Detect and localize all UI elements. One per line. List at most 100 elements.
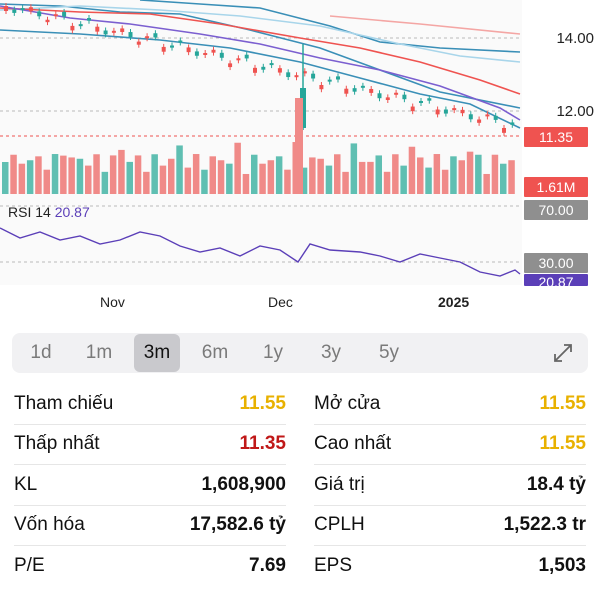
candlestick xyxy=(452,108,457,111)
volume-bar xyxy=(26,160,34,194)
candlestick xyxy=(510,122,515,125)
volume-bar xyxy=(217,160,225,194)
candlestick xyxy=(236,58,241,61)
candlestick xyxy=(410,106,415,112)
candlestick xyxy=(244,54,249,59)
candlestick xyxy=(161,46,166,52)
x-label-nov: Nov xyxy=(100,294,125,310)
candlestick xyxy=(111,30,116,33)
stat-shares-outstanding: CPLH 1,522.3 tr xyxy=(314,506,586,546)
volume-bar xyxy=(126,161,133,194)
stats-row: Thấp nhất 11.35 Cao nhất 11.55 xyxy=(14,425,586,465)
candlestick xyxy=(319,85,324,90)
volume-bar xyxy=(295,98,303,194)
candlestick xyxy=(194,51,199,56)
candlestick xyxy=(286,72,291,78)
volume-bar xyxy=(458,160,465,194)
candlestick xyxy=(352,88,357,92)
candlestick xyxy=(485,114,490,117)
stat-label: P/E xyxy=(14,555,45,577)
expand-icon[interactable] xyxy=(552,342,574,364)
range-5y[interactable]: 5y xyxy=(378,342,400,363)
range-1y[interactable]: 1y xyxy=(262,342,284,363)
candlestick xyxy=(336,76,340,80)
candlestick xyxy=(344,88,349,94)
volume-bar xyxy=(101,171,109,194)
stat-label: Thấp nhất xyxy=(14,433,100,455)
candlestick xyxy=(87,18,91,21)
volume-bar xyxy=(234,142,241,194)
candlestick xyxy=(120,28,125,32)
candlestick xyxy=(377,93,382,99)
range-3y[interactable]: 3y xyxy=(320,342,342,363)
volume-bar xyxy=(300,167,308,194)
volume-bar xyxy=(441,169,449,194)
price-axis-label-12: 12.00 xyxy=(556,103,594,120)
candlestick xyxy=(502,127,506,133)
volume-bar xyxy=(51,154,59,194)
volume-bar xyxy=(450,156,457,194)
rsi-label: RSI 14 xyxy=(8,204,51,220)
volume-bar xyxy=(383,171,391,194)
candlestick xyxy=(369,88,374,93)
stat-high: Cao nhất 11.55 xyxy=(314,425,586,465)
stat-label: Vốn hóa xyxy=(14,514,85,536)
candlestick xyxy=(45,19,50,23)
stat-value: 1,503 xyxy=(538,555,586,577)
plot-background xyxy=(0,0,522,285)
range-3m[interactable]: 3m xyxy=(134,334,180,372)
stock-chart[interactable]: 14.00 12.00 11.35 1.61M 70.00 30.00 20.8… xyxy=(0,0,600,320)
moving-average-line xyxy=(0,5,521,63)
stat-value: 1,522.3 tr xyxy=(503,514,586,536)
candlestick xyxy=(53,14,58,17)
volume-bar xyxy=(334,154,341,194)
stat-label: Tham chiếu xyxy=(14,392,114,414)
stat-value: 18.4 tỷ xyxy=(526,473,586,495)
volume-bar xyxy=(109,155,117,194)
stat-label: CPLH xyxy=(314,514,365,536)
stat-value: 1,608,900 xyxy=(201,473,286,495)
volume-tag: 1.61M xyxy=(524,177,588,197)
volume-bar xyxy=(417,157,424,194)
stat-pe: P/E 7.69 xyxy=(14,546,286,587)
moving-average-line xyxy=(0,7,521,95)
range-6m[interactable]: 6m xyxy=(201,342,229,363)
volume-bar xyxy=(134,155,142,194)
candlestick xyxy=(269,63,274,66)
candlestick xyxy=(253,67,257,73)
volume-bar xyxy=(251,154,258,194)
stat-eps: EPS 1,503 xyxy=(314,546,586,587)
stat-reference: Tham chiếu 11.55 xyxy=(14,384,286,425)
volume-bar xyxy=(350,143,358,194)
candlestick xyxy=(4,6,8,11)
volume-bar xyxy=(242,173,250,194)
volume-bar xyxy=(184,167,192,194)
volume-bar xyxy=(284,169,291,194)
chart-canvas[interactable] xyxy=(0,0,600,320)
candlestick xyxy=(277,68,282,73)
volume-bar xyxy=(267,160,275,194)
stat-open: Mở cửa 11.55 xyxy=(314,384,586,425)
candlestick xyxy=(394,92,399,95)
volume-bar xyxy=(93,154,100,194)
rsi-current-tag: 20.87 xyxy=(524,274,588,286)
stat-value-traded: Giá trị 18.4 tỷ xyxy=(314,465,586,506)
candlestick xyxy=(20,8,25,11)
volume-bar xyxy=(375,155,382,194)
stat-value: 7.69 xyxy=(249,555,286,577)
volume-bar xyxy=(500,163,507,194)
moving-average-line xyxy=(0,5,521,121)
volume-bar xyxy=(151,154,158,194)
volume-bar xyxy=(275,156,283,194)
candlestick xyxy=(103,30,108,35)
volume-bar xyxy=(192,154,200,194)
volume-bar xyxy=(342,171,349,194)
range-1d[interactable]: 1d xyxy=(30,342,52,363)
volume-bar xyxy=(325,165,333,194)
time-range-selector: 1d 1m 3m 6m 1y 3y 5y xyxy=(12,333,588,373)
volume-bar xyxy=(176,145,183,194)
volume-bar xyxy=(168,158,175,194)
rsi-title: RSI 14 20.87 xyxy=(8,204,90,220)
candlestick xyxy=(28,7,33,12)
range-1m[interactable]: 1m xyxy=(85,342,113,363)
